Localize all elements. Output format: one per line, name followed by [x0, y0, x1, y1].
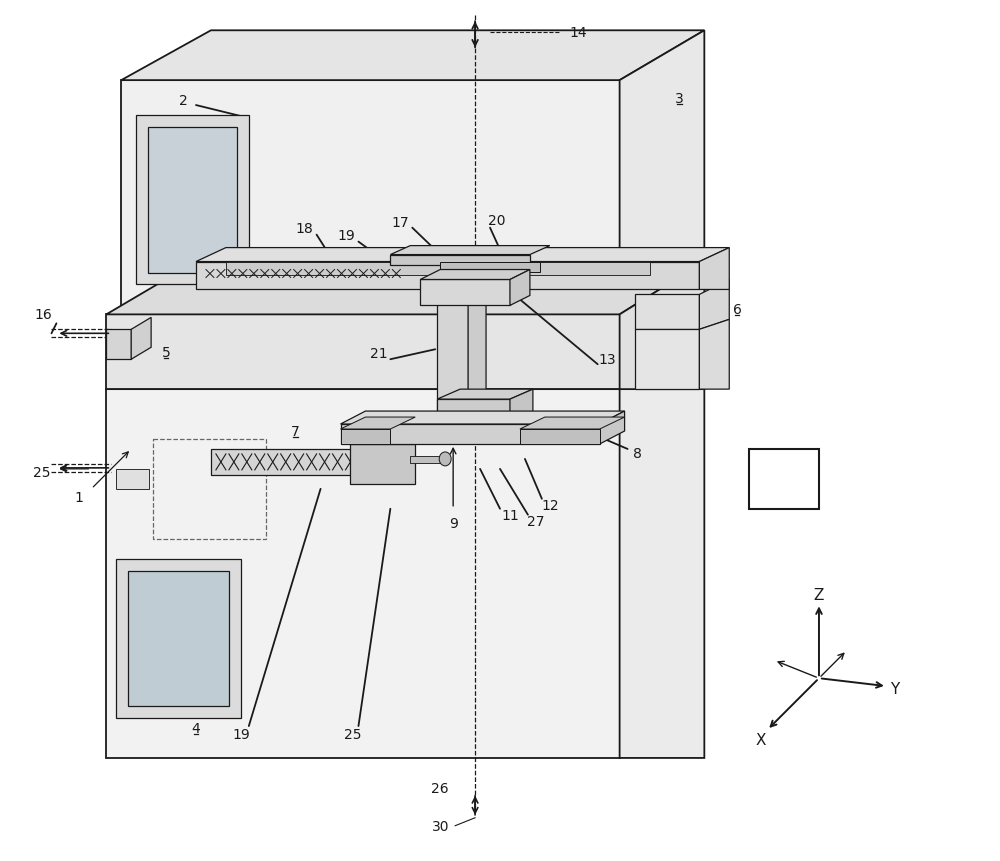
Text: 6: 6 — [733, 303, 742, 317]
Text: 25: 25 — [33, 465, 50, 480]
Text: 27: 27 — [527, 514, 545, 528]
Text: 17: 17 — [392, 215, 409, 229]
Text: 21: 21 — [370, 347, 387, 361]
Text: 5: 5 — [162, 346, 170, 360]
Polygon shape — [420, 270, 530, 280]
Polygon shape — [128, 571, 229, 706]
Polygon shape — [106, 330, 131, 360]
Polygon shape — [510, 270, 530, 306]
Polygon shape — [520, 430, 600, 444]
Polygon shape — [341, 418, 415, 430]
Polygon shape — [520, 418, 625, 430]
Text: 19: 19 — [338, 228, 355, 242]
Text: X: X — [756, 733, 766, 747]
Text: 7: 7 — [291, 424, 300, 438]
Text: 1: 1 — [75, 490, 84, 505]
Polygon shape — [131, 318, 151, 360]
Ellipse shape — [439, 452, 451, 467]
Text: 26: 26 — [431, 781, 449, 795]
Text: 25: 25 — [344, 728, 361, 741]
Text: 16: 16 — [35, 308, 52, 322]
Polygon shape — [510, 390, 533, 430]
Polygon shape — [620, 330, 704, 758]
Polygon shape — [341, 430, 390, 444]
Polygon shape — [136, 116, 249, 285]
Text: Z: Z — [814, 587, 824, 602]
Polygon shape — [211, 449, 410, 475]
Polygon shape — [390, 255, 530, 265]
Text: Y: Y — [890, 681, 899, 696]
Polygon shape — [116, 469, 149, 489]
Text: 9: 9 — [449, 516, 458, 530]
Polygon shape — [468, 282, 486, 430]
Polygon shape — [350, 444, 415, 484]
Polygon shape — [437, 390, 533, 400]
Polygon shape — [226, 263, 650, 276]
Text: 8: 8 — [633, 446, 642, 461]
Polygon shape — [620, 263, 704, 390]
Text: 20: 20 — [488, 214, 506, 227]
Text: 2: 2 — [179, 94, 187, 108]
Polygon shape — [121, 31, 704, 81]
Polygon shape — [635, 330, 699, 390]
Polygon shape — [410, 456, 440, 463]
Polygon shape — [437, 400, 510, 430]
Polygon shape — [635, 295, 699, 330]
Polygon shape — [699, 320, 729, 390]
Polygon shape — [437, 290, 468, 430]
Polygon shape — [106, 330, 704, 390]
Text: 15: 15 — [775, 473, 793, 486]
Text: 18: 18 — [296, 221, 314, 235]
Polygon shape — [749, 449, 819, 509]
Polygon shape — [106, 315, 620, 390]
Polygon shape — [106, 263, 704, 315]
Polygon shape — [148, 127, 237, 273]
Polygon shape — [121, 81, 620, 315]
Polygon shape — [196, 263, 699, 290]
Text: 3: 3 — [675, 92, 684, 106]
Polygon shape — [600, 412, 625, 444]
Text: 30: 30 — [431, 819, 449, 833]
Polygon shape — [420, 280, 510, 306]
Polygon shape — [390, 246, 550, 255]
Polygon shape — [196, 248, 729, 263]
Text: 4: 4 — [192, 722, 200, 735]
Polygon shape — [341, 412, 625, 424]
Polygon shape — [350, 435, 435, 444]
Text: 13: 13 — [599, 353, 616, 367]
Polygon shape — [116, 559, 241, 718]
Polygon shape — [440, 263, 540, 272]
Text: 14: 14 — [570, 26, 587, 40]
Polygon shape — [341, 424, 600, 444]
Text: 19: 19 — [232, 728, 250, 741]
Polygon shape — [699, 280, 729, 330]
Polygon shape — [699, 248, 729, 290]
Text: 11: 11 — [501, 508, 519, 522]
Polygon shape — [620, 31, 704, 315]
Polygon shape — [106, 390, 620, 758]
Text: 12: 12 — [541, 499, 559, 512]
